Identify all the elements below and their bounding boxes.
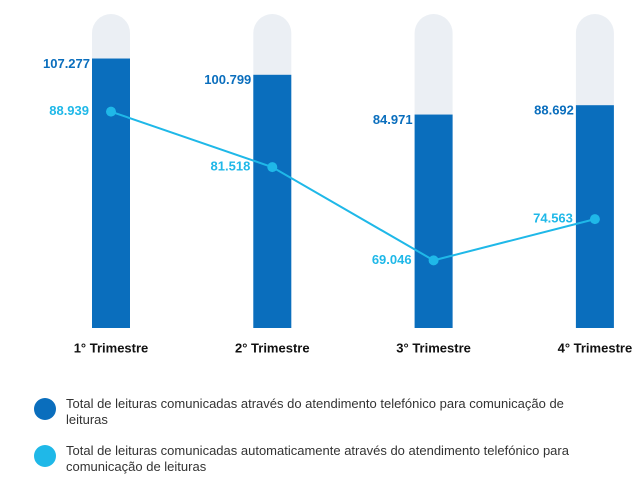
bar xyxy=(92,58,130,329)
x-tick-label: 3° Trimestre xyxy=(396,340,471,355)
x-tick-label: 4° Trimestre xyxy=(558,340,633,355)
line-value-label: 69.046 xyxy=(372,252,412,267)
bar-value-label: 107.277 xyxy=(43,56,90,71)
line-value-label: 74.563 xyxy=(533,211,573,226)
legend-swatch xyxy=(34,398,56,420)
bar xyxy=(253,74,292,329)
line-value-label: 81.518 xyxy=(211,159,251,174)
legend-item: Total de leituras comunicadas automatica… xyxy=(34,443,594,475)
bar-value-label: 84.971 xyxy=(373,112,413,127)
line-point xyxy=(428,255,439,266)
line xyxy=(110,110,596,262)
legend-label: Total de leituras comunicadas através do… xyxy=(66,396,564,427)
legend-swatch xyxy=(34,445,56,467)
chart: 107.277 100.799 84.971 88.692 88.939 81.518 69… xyxy=(43,14,633,355)
bar xyxy=(414,114,453,328)
line-point xyxy=(106,106,116,117)
x-tick-label: 2° Trimestre xyxy=(235,340,310,355)
line-value-label: 88.939 xyxy=(49,103,89,118)
x-tick-label: 1° Trimestre xyxy=(74,340,149,355)
legend-label: Total de leituras comunicadas automatica… xyxy=(66,443,569,474)
legend-item: Total de leituras comunicadas através do… xyxy=(34,396,594,428)
bar-value-label: 100.799 xyxy=(204,72,251,87)
bar-value-label: 88.692 xyxy=(534,103,574,118)
line-point xyxy=(267,162,278,173)
line-point xyxy=(589,214,600,225)
